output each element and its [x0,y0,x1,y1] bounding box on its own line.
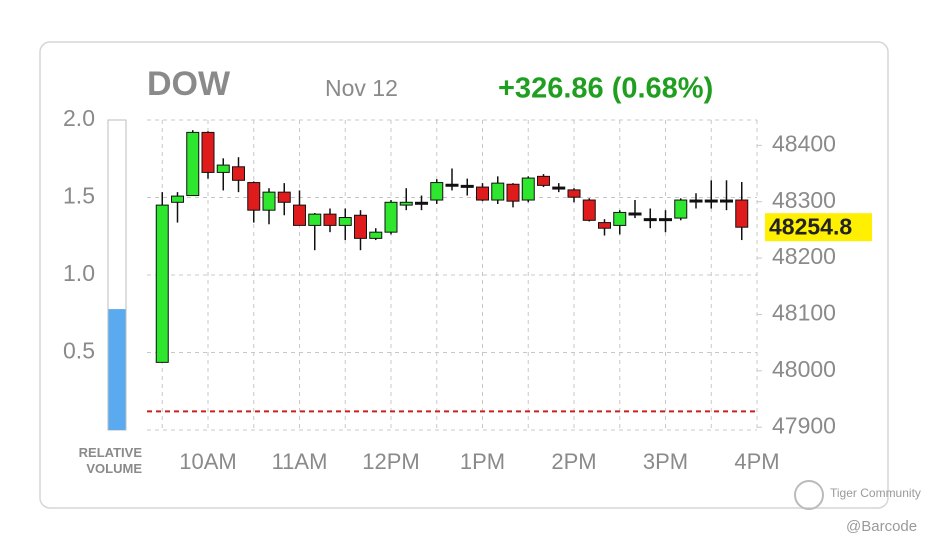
candle-body [293,204,306,226]
candle-body [399,201,413,206]
candle-body [552,186,566,190]
y2-tick-label: 48000 [772,356,836,382]
watermark-user: @Barcode [846,518,918,535]
y2-tick-label: 48400 [772,130,836,156]
volume-tick-label: 2.0 [63,105,95,131]
volume-bar [108,309,126,430]
candle-body [598,222,611,229]
candle-body [567,189,581,198]
volume-tick-label: 1.0 [63,260,95,286]
card [39,41,889,509]
candle-body [338,217,352,226]
candle-body [445,183,459,187]
x-tick-label: 4PM [734,449,779,474]
candle-body [171,195,184,203]
last-price-label: 48254.8 [769,213,852,239]
candle-body [354,214,367,239]
x-tick-label: 10AM [179,449,236,474]
candle-body [384,201,398,233]
candle-body [308,213,322,226]
candle-body [537,175,550,186]
candle-body [735,199,749,228]
candle-body [582,199,596,221]
candle-body [491,182,505,201]
candle-body [460,184,474,188]
candle-body [430,182,444,201]
candle-body [689,199,703,203]
candle-body [216,164,230,173]
candle-body [155,204,169,363]
y2-tick-label: 48100 [772,300,836,326]
candle-body [262,191,276,211]
candle-body [247,182,261,211]
last-price-box [765,213,872,242]
candle-body [369,231,383,239]
x-tick-label: 1PM [460,449,505,474]
candle-body [659,218,672,222]
candle-body [643,218,657,222]
x-tick-label: 12PM [362,449,419,474]
candle-body [476,186,489,201]
candle-body [277,191,291,203]
candle-body [720,199,733,203]
candle-body [521,177,535,201]
y2-tick-label: 47900 [772,412,836,438]
volume-tick-label: 1.5 [63,183,95,209]
candle-body [704,199,718,203]
x-tick-label: 11AM [272,449,328,474]
volume-label: RELATIVE VOLUME [78,445,142,476]
candle-body [674,199,688,219]
date: Nov 12 [325,75,398,101]
x-tick-label: 2PM [551,449,596,474]
x-tick-label: 3PM [643,449,688,474]
candle-body [232,166,245,181]
chart-title: DOW [147,65,231,103]
volume-tick-label: 0.5 [63,338,95,364]
candle-body [506,183,520,202]
candle-body [201,131,215,173]
watermark-brand: Tiger Community [830,486,921,500]
y2-tick-label: 48300 [772,187,836,213]
change: +326.86 (0.68%) [498,73,713,105]
candle-body [415,201,428,205]
candle-body [186,131,200,197]
candle-body [613,211,627,226]
y2-tick-label: 48200 [772,243,836,269]
candle-body [323,213,337,226]
candle-body [628,212,642,216]
